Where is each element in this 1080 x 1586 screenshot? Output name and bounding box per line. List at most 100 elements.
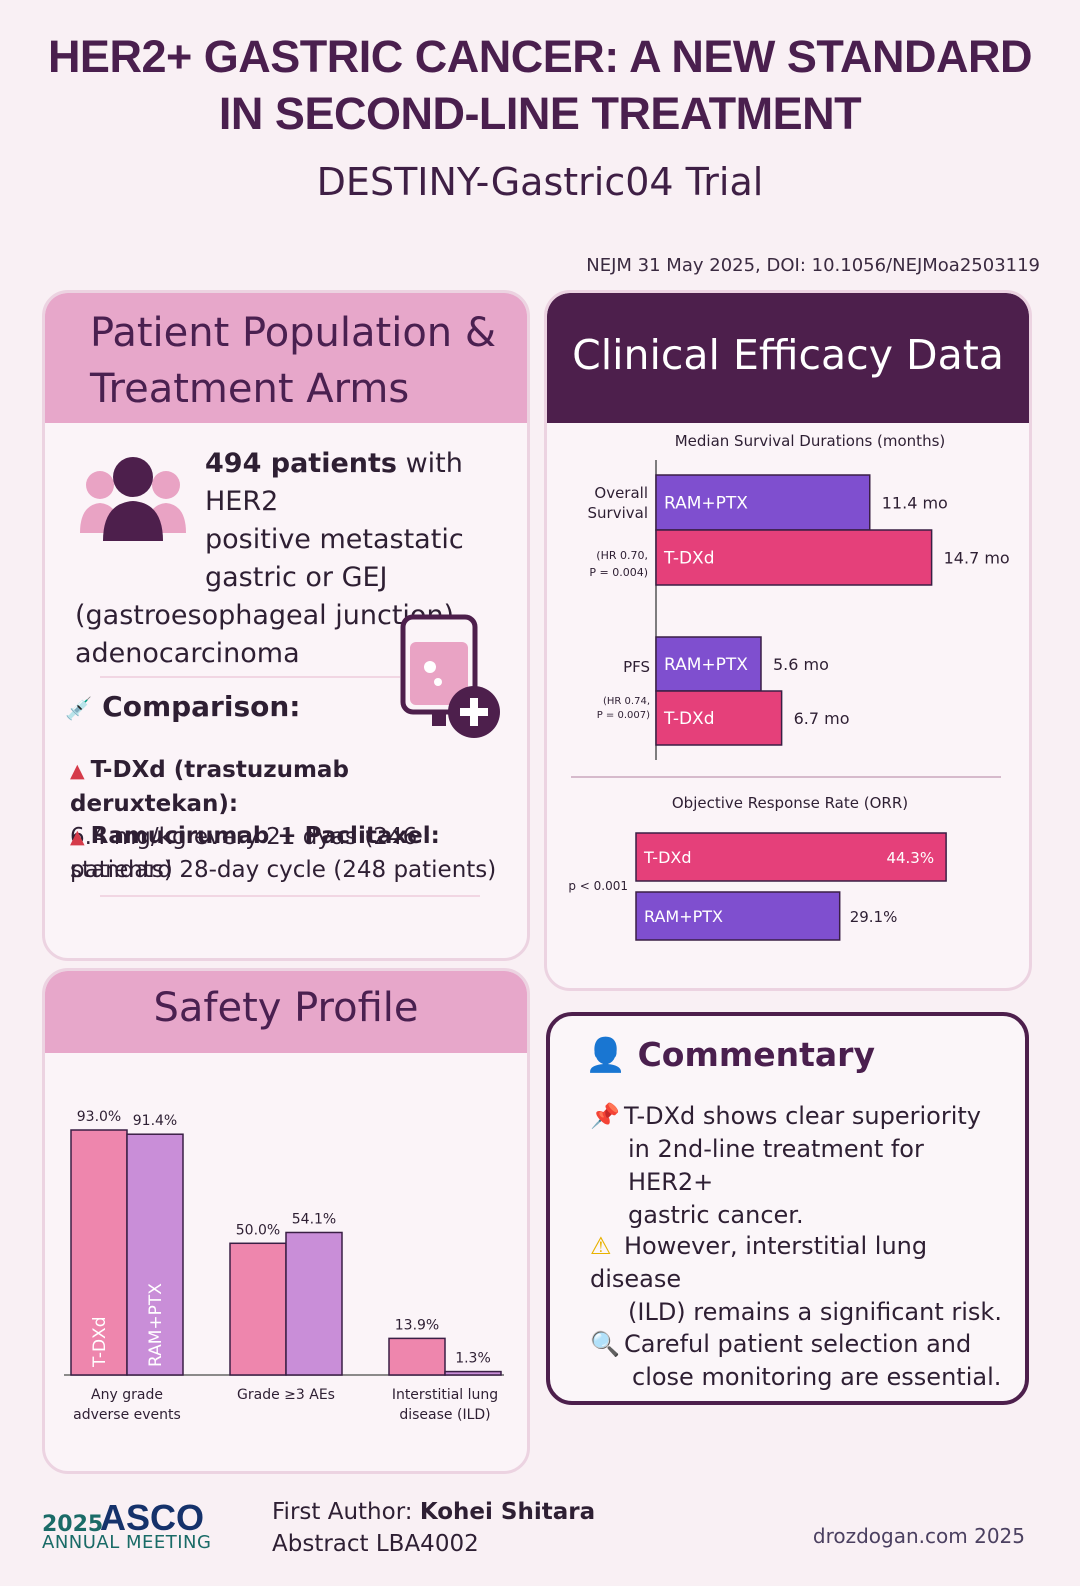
syringe-icon: 💉 [65,697,93,722]
survival-value-label: 11.4 mo [882,494,948,513]
arm1-detail: 6.4 mg/kg every 21 dyas (246 patients) [70,824,418,883]
abstract-id: Abstract LBA4002 [272,1531,479,1557]
survival-value-label: 6.7 mo [794,709,850,728]
efficacy-title: Clinical Efficacy Data [572,331,1004,379]
comment-1-line-3: gastric cancer. [628,1201,804,1229]
title-line-2: IN SECOND-LINE TREATMENT [218,88,862,139]
survival-bar-label: T-DXd [663,549,715,569]
arm-tdxd: ▲ T-DXd (trastuzumab deruxtekan): 6.4 mg/… [70,754,520,887]
patients-group-icon [80,457,186,541]
safety-chart: 93.0% T-DXd 91.4% RAM+PTX 50.0% 54.1% 13.9% 1.3… [64,1109,504,1423]
safety-series-label: T-DXd [90,1317,110,1369]
orr-value-label: 29.1% [850,908,898,926]
orr-value-label: 44.3% [886,849,934,867]
orr-stats: p < 0.001 [568,879,628,893]
safety-category-label: Grade ≥3 AEs [237,1387,335,1403]
population-description: 494 patients with HER2 positive metastat… [75,445,530,673]
desc-line-5: adenocarcinoma [75,638,300,669]
group-stats-os-2: P = 0.004) [589,566,648,579]
safety-bar [126,1133,184,1376]
safety-header: Safety Profile [45,971,527,1053]
efficacy-chart: Median Survival Durations (months) RAM+PT… [568,432,1010,941]
patient-count: 494 patients [205,448,397,479]
survival-bar [655,474,871,531]
orr-bar-label: T-DXd [643,848,692,867]
survival-bar-label: RAM+PTX [664,494,748,514]
author-name: Kohei Shitara [419,1499,596,1525]
commentary-item-3: 🔍 Careful patient selection and close mon… [590,1328,1010,1394]
desc-line-3: gastric or GEJ [205,562,388,593]
orr-bar [635,891,841,941]
safety-value-label: 13.9% [395,1317,439,1333]
survival-value-label: 14.7 mo [944,549,1010,568]
commentary-item-2: ⚠ However, interstitial lung disease (ILD… [590,1230,1010,1329]
population-title-line-2: Treatment Arms [90,366,410,412]
comment-1-line-2: in 2nd-line treatment for HER2+ [628,1135,924,1196]
warning-triangle-icon: ▲ [70,826,85,848]
asco-logo-year: 2025 [42,1512,104,1537]
citation: NEJM 31 May 2025, DOI: 10.1056/NEJMoa250… [586,255,1040,276]
desc-line-4: (gastroesophageal junction) [75,600,455,631]
comment-3-line-2: close monitoring are essential. [632,1363,1002,1391]
safety-category-label: Any grade [91,1387,163,1403]
orr-bar [635,832,947,882]
arm-ramptx: ▲ Ramucirumab + Paclitaxel: standard 28-d… [70,820,520,887]
arm1-name: T-DXd (trastuzumab deruxtekan): [70,757,349,817]
orr-chart-title: Objective Response Rate (ORR) [672,794,908,812]
comparison-heading: 💉 Comparison: [65,690,301,723]
magnifier-icon: 🔍 [590,1330,620,1358]
survival-chart-title: Median Survival Durations (months) [675,432,946,450]
safety-category-label: Interstitial lung [392,1387,498,1403]
safety-bar [70,1129,128,1376]
commentary-title: Commentary [637,1035,875,1074]
group-stats-pfs: (HR 0.74, [603,696,650,707]
safety-bar [388,1337,446,1376]
group-stats-pfs-2: P = 0.007) [597,710,650,721]
iv-bag-icon [400,614,500,738]
comment-2-line-1: However, interstitial lung disease [590,1232,928,1293]
safety-value-label: 50.0% [236,1222,280,1238]
survival-value-label: 5.6 mo [773,655,829,674]
survival-bar [655,636,762,692]
safety-bar [285,1231,343,1376]
title-line-1: HER2+ GASTRIC CANCER: A NEW STANDARD [47,31,1033,82]
safety-bar [229,1242,287,1376]
survival-bar [655,690,783,746]
divider [100,676,400,678]
survival-bar-label: T-DXd [663,709,715,729]
safety-title: Safety Profile [153,985,419,1031]
comment-1-line-1: T-DXd shows clear superiority [624,1102,981,1130]
desc-line-2: positive metastatic [205,524,464,555]
group-label-pfs: PFS [623,658,650,676]
credit: drozdogan.com 2025 [812,1524,1025,1548]
arm2-detail: standard 28-day cycle (248 patients) [70,857,497,883]
warning-triangle-icon: ▲ [70,760,85,782]
efficacy-header: Clinical Efficacy Data [547,293,1029,423]
arm2-name: Ramucirumab + Paclitaxel: [90,823,440,849]
group-stats-os: (HR 0.70, [596,549,648,562]
safety-value-label: 93.0% [77,1109,121,1125]
page-subtitle: DESTINY-Gastric04 Trial [316,160,764,204]
comparison-label: Comparison: [102,690,301,723]
author-label: First Author: [272,1499,420,1525]
warning-icon: ⚠ [590,1232,612,1260]
survival-bar-label: RAM+PTX [664,655,748,675]
group-label-os: Overall [594,484,648,502]
asco-logo-meeting: ANNUAL MEETING [42,1532,212,1553]
safety-value-label: 54.1% [292,1211,336,1227]
page-title: HER2+ GASTRIC CANCER: A NEW STANDARD IN … [40,28,1040,142]
commentary-panel [546,1012,1029,1405]
desc-line-1: with HER2 [205,448,463,517]
person-icon: 👤 [585,1035,627,1074]
survival-bar [655,529,933,586]
orr-bar-label: RAM+PTX [644,907,723,926]
comment-2-line-2: (ILD) remains a significant risk. [628,1298,1002,1326]
safety-value-label: 91.4% [133,1113,177,1129]
asco-logo-name: ASCO [100,1497,205,1538]
group-label-os-2: Survival [588,504,648,522]
author-block: First Author: Kohei Shitara Abstract LBA… [272,1496,595,1560]
safety-category-label: adverse events [73,1407,181,1423]
safety-bar [444,1370,502,1376]
population-title-line-1: Patient Population & [90,310,497,356]
safety-category-label: disease (ILD) [399,1407,490,1423]
